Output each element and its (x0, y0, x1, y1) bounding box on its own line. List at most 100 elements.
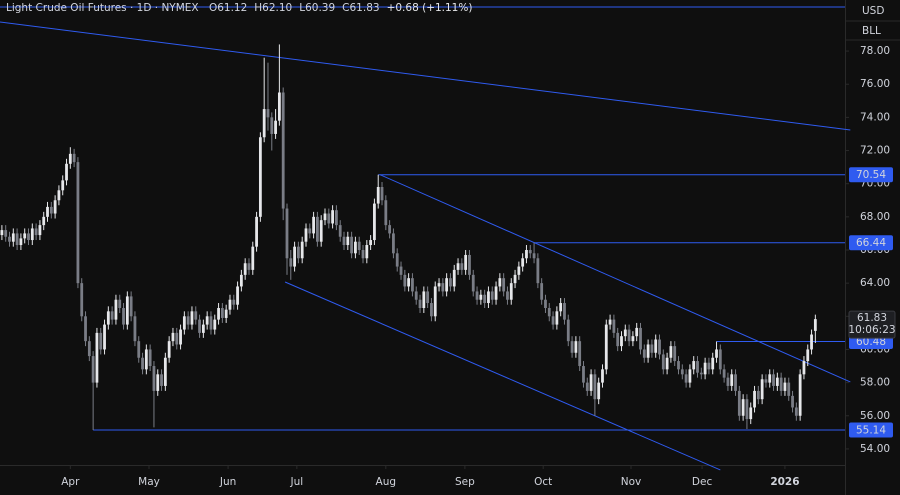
candle-body (312, 216, 315, 234)
candle-body (623, 329, 627, 337)
y-tick-label: 76.00 (860, 78, 890, 90)
candle-body (650, 344, 654, 353)
candle-body (217, 308, 220, 320)
x-tick-label: Jun (219, 476, 236, 488)
candle-body (772, 374, 775, 386)
candle-body (437, 283, 441, 287)
candle-body (167, 341, 171, 358)
candle-body (810, 334, 813, 350)
candle-body (163, 357, 167, 386)
candle-body (517, 266, 521, 275)
candle-body (718, 349, 722, 370)
candle-body (730, 374, 734, 386)
candle-body (19, 238, 23, 246)
candle-body (555, 311, 559, 325)
candle-body (753, 390, 756, 408)
candle-body (220, 308, 224, 318)
y-tick-label: 68.00 (860, 211, 890, 223)
candle-body (46, 206, 49, 217)
candle-body (8, 236, 11, 242)
candle-body (281, 92, 285, 209)
candle-body (266, 109, 270, 118)
candle-body (498, 278, 502, 287)
candle-body (327, 213, 331, 224)
candle-body (642, 349, 646, 358)
candle-body (612, 319, 616, 333)
candle-body (369, 240, 373, 246)
candle-body (574, 341, 578, 353)
candle-body (582, 366, 585, 383)
candle-body (388, 225, 392, 234)
candle-body (445, 278, 449, 292)
candle-body (65, 163, 68, 181)
y-tick-label: 72.00 (860, 145, 890, 157)
candle-body (194, 311, 198, 320)
candle-body (646, 344, 650, 358)
candle-body (631, 336, 635, 342)
candle-body (544, 299, 547, 309)
candle-body (395, 253, 399, 267)
candle-body (179, 329, 182, 345)
ohlc-value: H62.10 (254, 2, 293, 14)
candle-body (350, 236, 354, 254)
candle-body (692, 361, 696, 370)
candle-body (673, 346, 677, 362)
candle-body (198, 319, 201, 333)
candle-body (72, 153, 76, 163)
candle-body (357, 241, 361, 250)
candle-body (319, 220, 323, 242)
ohlc-value: C61.83 (342, 2, 380, 14)
candle-body (27, 233, 30, 241)
candle-body (661, 354, 665, 370)
candle-body (669, 346, 673, 358)
candle-body (315, 216, 319, 242)
candle-body (578, 341, 582, 367)
candle-body (11, 233, 15, 242)
candle-body (213, 319, 217, 330)
candle-body (593, 374, 597, 400)
candle-body (411, 278, 414, 292)
candle-body (335, 210, 338, 226)
currency-label[interactable]: USD (862, 5, 884, 17)
candle-body (422, 291, 426, 309)
candle-body (236, 286, 239, 305)
candle-body (791, 395, 794, 408)
candle-body (228, 299, 232, 310)
candle-body (464, 254, 468, 270)
x-tick-label: Apr (61, 476, 80, 488)
candle-body (384, 200, 388, 226)
candle-body (392, 233, 395, 254)
candle-body (141, 357, 144, 370)
candle-body (38, 225, 42, 236)
candle-body (346, 236, 350, 246)
candle-body (745, 399, 749, 420)
candle-body (118, 299, 122, 309)
candle-body (99, 332, 103, 350)
candle-body (175, 332, 179, 345)
candle-body (734, 374, 737, 391)
candle-body (525, 249, 528, 259)
candle-body (373, 203, 376, 241)
candle-body (57, 190, 61, 201)
last-price-box (848, 310, 896, 339)
ohlc-value: +0.68 (+1.11%) (386, 2, 473, 14)
candle-body (787, 382, 791, 396)
candle-body (559, 303, 563, 312)
candle-body (414, 291, 418, 300)
unit-label[interactable]: BLL (862, 25, 881, 37)
candle-body (205, 316, 209, 325)
candle-body (103, 324, 106, 350)
candle-body (813, 319, 817, 331)
candle-body (42, 216, 46, 226)
candle-body (604, 324, 608, 370)
candle-body (61, 180, 65, 191)
x-tick-label: Jul (290, 476, 304, 488)
candle-body (243, 263, 247, 275)
candle-body (323, 213, 327, 221)
candle-body (688, 369, 692, 383)
candle-body (589, 374, 593, 391)
candle-body (376, 186, 380, 204)
candle-body (528, 249, 532, 254)
candle-body (699, 372, 703, 375)
